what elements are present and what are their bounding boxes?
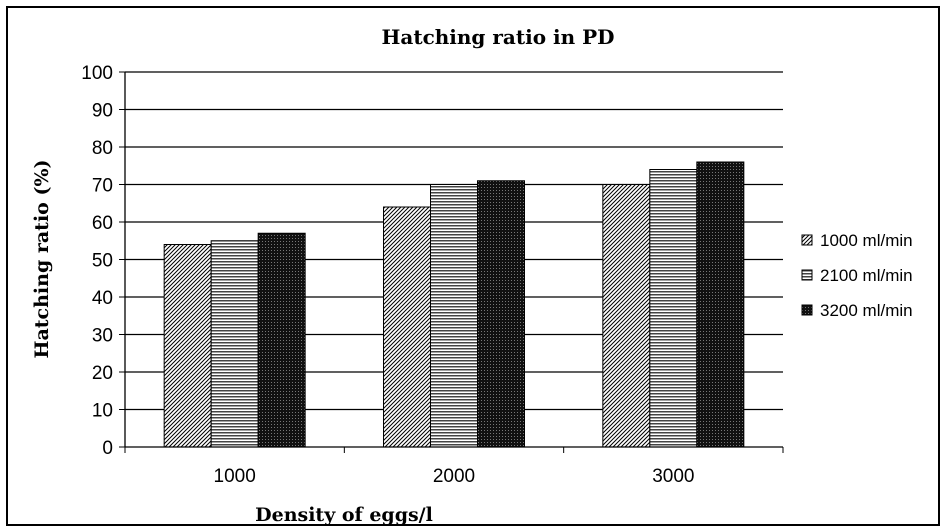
- y-axis-title: Hatching ratio (%): [31, 160, 53, 359]
- bars: [163, 161, 745, 448]
- y-tick-label: 10: [92, 401, 113, 422]
- legend-swatch: [801, 234, 813, 246]
- x-tick-label: 3000: [652, 466, 694, 487]
- bar: [383, 206, 431, 448]
- y-tick-label: 0: [102, 438, 113, 459]
- y-tick-label: 100: [81, 63, 113, 84]
- legend: 1000 ml/min 2100 ml/min 3200 ml/min: [801, 231, 913, 320]
- legend-swatch: [801, 304, 813, 316]
- y-tick-labels: 0 10 20 30 40 50 60 70 80 90 100: [81, 63, 113, 459]
- x-tick-label: 1000: [214, 466, 256, 487]
- x-axis-title: Density of eggs/l: [255, 504, 433, 526]
- axes: [124, 72, 784, 453]
- legend-label: 1000 ml/min: [820, 231, 913, 250]
- legend-label: 3200 ml/min: [820, 301, 913, 320]
- bar: [163, 244, 212, 448]
- y-tick-label: 40: [92, 288, 113, 309]
- bar: [602, 184, 651, 448]
- y-tick-label: 80: [92, 138, 113, 159]
- y-tick-label: 30: [92, 326, 113, 347]
- y-tick-label: 70: [92, 176, 113, 197]
- bar: [430, 184, 478, 448]
- y-tick-label: 60: [92, 213, 113, 234]
- bar: [696, 161, 745, 448]
- y-tick-label: 90: [92, 101, 113, 122]
- y-tick-label: 50: [92, 251, 113, 272]
- y-tick-label: 20: [92, 363, 113, 384]
- chart-title: Hatching ratio in PD: [381, 25, 614, 49]
- bar: [477, 180, 525, 448]
- bar: [257, 232, 306, 448]
- x-tick-label: 2000: [433, 466, 475, 487]
- x-tick-labels: 1000 2000 3000: [214, 466, 695, 487]
- legend-swatch: [801, 269, 813, 281]
- legend-label: 2100 ml/min: [820, 266, 913, 285]
- bar: [210, 240, 259, 448]
- bar: [649, 169, 698, 448]
